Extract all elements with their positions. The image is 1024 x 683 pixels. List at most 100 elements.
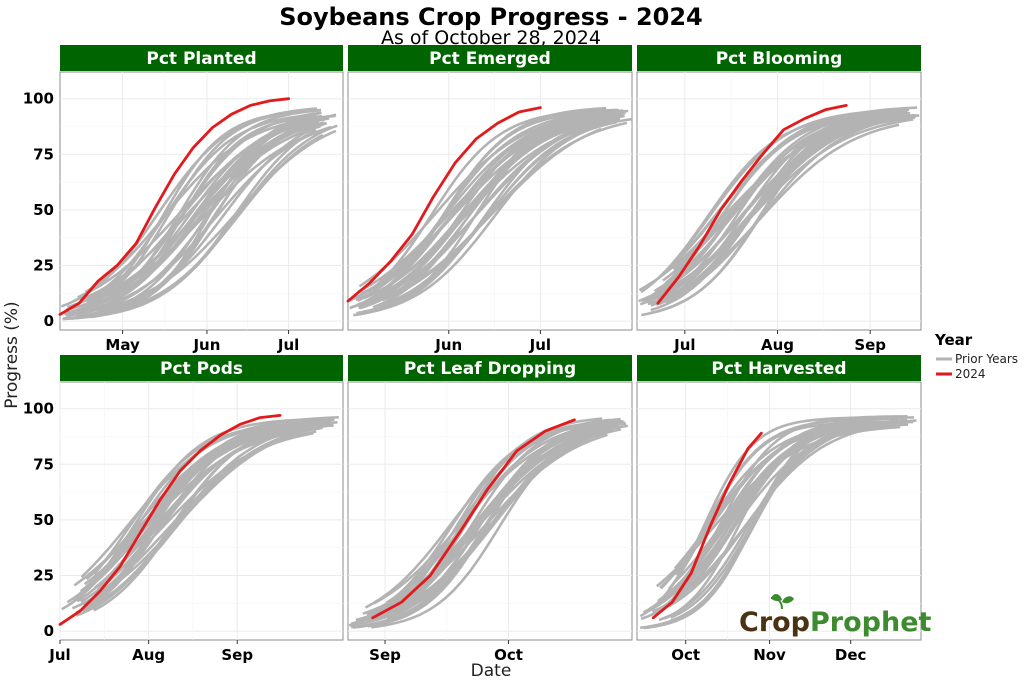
- prior-year-line: [381, 118, 608, 311]
- legend-label-prior: Prior Years: [955, 352, 1018, 366]
- series-2024-line: [651, 431, 763, 620]
- prior-year-line: [95, 431, 314, 589]
- prior-year-line: [101, 424, 320, 601]
- x-axis-title: Date: [471, 661, 512, 681]
- facet-strip: [60, 45, 343, 71]
- y-tick-label: 50: [33, 511, 54, 529]
- x-tick-label: Aug: [132, 646, 165, 664]
- prior-years-series: [638, 106, 920, 317]
- prior-year-line: [382, 121, 628, 302]
- prior-year-line: [658, 420, 914, 622]
- x-tick-label: Jun: [192, 336, 220, 354]
- prior-year-line: [350, 419, 615, 629]
- prior-year-line: [64, 109, 321, 317]
- x-tick-label: Sep: [221, 646, 253, 664]
- chart-title: Soybeans Crop Progress - 2024: [279, 3, 703, 31]
- prior-year-line: [639, 117, 904, 306]
- prior-year-line: [386, 111, 626, 308]
- x-tick-label: Oct: [494, 646, 523, 664]
- series-2024-line: [371, 418, 576, 620]
- prior-year-line: [87, 115, 323, 314]
- prior-year-line: [90, 111, 320, 319]
- prior-year-line: [384, 113, 624, 290]
- logo-text-prophet: Prophet: [810, 607, 932, 638]
- facet-strip: [348, 45, 632, 71]
- x-tick-label: Jun: [434, 336, 462, 354]
- prior-year-line: [100, 423, 314, 585]
- facet-strip-label: Pct Harvested: [711, 359, 846, 379]
- panel-pct-emerged: Pct Emerged Jun Jul: [346, 45, 633, 354]
- prior-year-line: [658, 113, 905, 306]
- prior-year-line: [96, 129, 337, 312]
- facet-strip: [60, 355, 343, 381]
- series-2024-line: [656, 104, 848, 305]
- x-tick-label: Nov: [753, 646, 786, 664]
- x-tick-label: Aug: [761, 336, 794, 354]
- legend: Year Prior Years 2024: [934, 331, 1018, 381]
- x-tick-label: Sep: [369, 646, 401, 664]
- svg-text:CropProphet: CropProphet: [739, 607, 932, 638]
- x-tick-label: Jul: [48, 646, 70, 664]
- prior-years-series: [639, 415, 917, 630]
- series-2024-line: [58, 97, 290, 316]
- facet-strip-label: Pct Planted: [146, 49, 256, 69]
- prior-year-line: [675, 416, 915, 593]
- y-tick-label: 100: [23, 400, 54, 418]
- prior-year-line: [66, 119, 312, 318]
- x-tick-label: Sep: [854, 336, 886, 354]
- prior-year-line: [670, 423, 904, 622]
- sprout-icon: [770, 594, 794, 610]
- y-tick-label: 0: [44, 622, 54, 640]
- prior-year-line: [97, 121, 328, 314]
- prior-years-series: [61, 416, 339, 617]
- facet-strip-label: Pct Blooming: [716, 49, 843, 69]
- prior-year-line: [643, 420, 899, 630]
- facet-strip: [637, 355, 921, 381]
- panel-pct-planted: Pct Planted 0 25 50 75 100 May Jun Jul: [23, 45, 344, 354]
- y-tick-label: 25: [33, 257, 54, 275]
- x-tick-label: Jul: [277, 336, 299, 354]
- x-tick-label: Oct: [671, 646, 700, 664]
- legend-title: Year: [934, 331, 973, 349]
- prior-years-series: [60, 107, 338, 321]
- series-2024-line: [346, 106, 542, 303]
- prior-year-line: [639, 416, 906, 618]
- cropprophet-logo: CropProphet: [739, 594, 932, 638]
- series-2024-line: [58, 414, 282, 626]
- prior-year-line: [641, 110, 893, 317]
- x-tick-label: Jul: [673, 336, 695, 354]
- prior-year-line: [85, 124, 321, 303]
- chart-subtitle: As of October 28, 2024: [381, 27, 601, 49]
- prior-year-line: [643, 118, 914, 302]
- prior-years-series: [348, 106, 632, 317]
- panel-pct-leaf-dropping: Pct Leaf Dropping Sep Oct: [347, 355, 633, 664]
- y-tick-label: 100: [23, 90, 54, 108]
- prior-year-line: [367, 108, 619, 294]
- panel-pct-blooming: Pct Blooming Jul Aug Sep: [636, 45, 922, 354]
- logo-text-crop: Crop: [739, 607, 810, 638]
- prior-year-line: [674, 108, 903, 264]
- prior-year-line: [662, 116, 903, 282]
- panel-pct-pods: Pct Pods 0 25 50 75 100 Jul Aug Sep: [23, 355, 344, 664]
- prior-years-series: [348, 417, 629, 629]
- facet-strip-label: Pct Leaf Dropping: [404, 359, 576, 379]
- y-tick-label: 75: [33, 145, 54, 163]
- facet-strip-label: Pct Pods: [160, 359, 243, 379]
- prior-year-line: [95, 417, 320, 581]
- x-tick-label: Jul: [529, 336, 551, 354]
- x-tick-label: Dec: [835, 646, 867, 664]
- prior-year-line: [60, 107, 318, 308]
- facet-strip: [637, 45, 921, 71]
- facet-strip: [348, 355, 632, 381]
- x-tick-label: May: [105, 336, 140, 354]
- facet-strip-label: Pct Emerged: [429, 49, 551, 69]
- y-tick-label: 25: [33, 567, 54, 585]
- y-tick-label: 0: [44, 312, 54, 330]
- y-axis-title: Progress (%): [2, 301, 22, 408]
- prior-year-line: [358, 109, 629, 288]
- legend-label-2024: 2024: [955, 367, 986, 381]
- y-tick-label: 50: [33, 201, 54, 219]
- y-tick-label: 75: [33, 455, 54, 473]
